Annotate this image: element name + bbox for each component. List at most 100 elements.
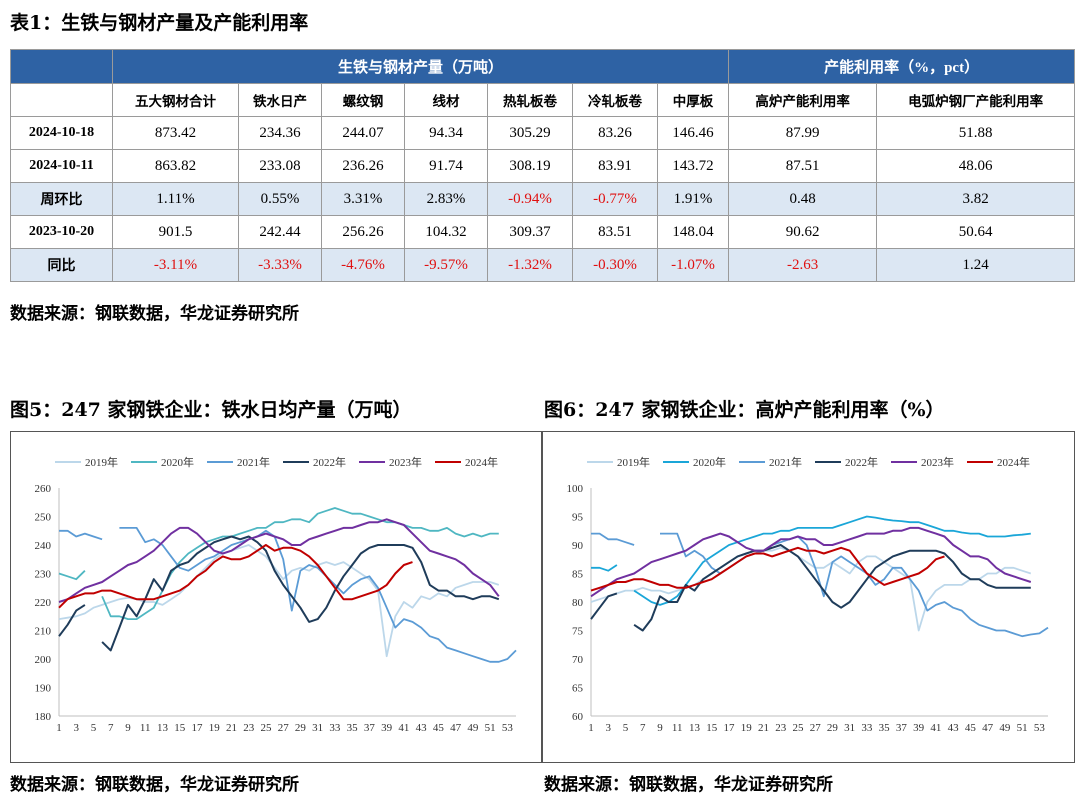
x-tick-label: 35 xyxy=(879,722,891,734)
x-tick-label: 1 xyxy=(588,722,594,734)
x-tick-label: 25 xyxy=(260,722,272,734)
series-line xyxy=(58,518,500,603)
table-cell: 242.44 xyxy=(238,215,322,249)
x-tick-label: 33 xyxy=(329,722,341,734)
x-tick-label: 3 xyxy=(73,722,79,734)
table-cell: 863.82 xyxy=(112,149,239,183)
x-tick-label: 31 xyxy=(312,722,323,734)
table1-source: 数据来源：钢联数据，华龙证券研究所 xyxy=(10,304,299,324)
legend-label: 2020年 xyxy=(693,455,726,469)
x-tick-label: 31 xyxy=(844,722,855,734)
legend-label: 2021年 xyxy=(237,455,270,469)
y-tick-label: 240 xyxy=(35,540,52,552)
y-tick-label: 60 xyxy=(572,711,584,723)
x-tick-label: 49 xyxy=(467,722,479,734)
table-cell: 148.04 xyxy=(656,215,730,249)
table-cell: 2.83% xyxy=(404,182,488,216)
x-tick-label: 25 xyxy=(792,722,804,734)
series-line xyxy=(590,546,945,592)
table-cell: 1.11% xyxy=(112,182,239,216)
legend-label: 2022年 xyxy=(313,455,346,469)
column-header: 铁水日产 xyxy=(238,83,322,117)
x-tick-label: 5 xyxy=(91,722,97,734)
table-cell: -1.32% xyxy=(487,248,573,282)
row-label: 周环比 xyxy=(10,182,113,216)
table-cell: 87.51 xyxy=(728,149,878,183)
table-cell: 236.26 xyxy=(321,149,405,183)
row-label: 同比 xyxy=(10,248,113,282)
legend-label: 2021年 xyxy=(769,455,802,469)
y-tick-label: 100 xyxy=(567,483,584,495)
fig5-chart-frame: 180 190 200 210 220 230 240 250 260 1 3 5 7 9 11 13 15 17… xyxy=(10,431,542,763)
y-tick-label: 95 xyxy=(572,512,584,524)
series-line xyxy=(633,515,1031,606)
series-line xyxy=(58,570,86,581)
y-tick-label: 75 xyxy=(572,626,584,638)
legend-label: 2019年 xyxy=(617,455,650,469)
x-tick-label: 1 xyxy=(56,722,62,734)
y-tick-label: 85 xyxy=(572,569,584,581)
table-cell: -9.57% xyxy=(404,248,488,282)
y-tick-label: 70 xyxy=(572,654,584,666)
table1-title: 表1：生铁与钢材产量及产能利用率 xyxy=(10,12,309,34)
table-cell: -0.30% xyxy=(572,248,658,282)
series-line xyxy=(58,604,86,637)
x-tick-label: 45 xyxy=(965,722,977,734)
series-line xyxy=(58,544,413,609)
table-row: 2023-10-20 901.5 242.44 256.26 104.32 309.37 8… xyxy=(10,215,1076,249)
x-tick-label: 3 xyxy=(605,722,611,734)
table-cell: 90.62 xyxy=(728,215,878,249)
column-header: 五大钢材合计 xyxy=(112,83,239,117)
x-tick-label: 37 xyxy=(364,722,376,734)
x-tick-label: 53 xyxy=(1034,722,1046,734)
x-tick-label: 45 xyxy=(433,722,445,734)
y-tick-label: 65 xyxy=(572,683,584,695)
column-header: 冷轧板卷 xyxy=(572,83,658,117)
fig5-title: 图5：247 家钢铁企业：铁水日均产量（万吨） xyxy=(10,399,412,421)
x-tick-label: 51 xyxy=(1017,722,1028,734)
table-cell: 256.26 xyxy=(321,215,405,249)
series-line xyxy=(101,535,500,652)
table-cell: 901.5 xyxy=(112,215,239,249)
fig6-title: 图6：247 家钢铁企业：高炉产能利用率（%） xyxy=(544,399,945,421)
x-tick-label: 41 xyxy=(930,722,941,734)
table-cell: 3.82 xyxy=(876,182,1076,216)
legend-label: 2024年 xyxy=(997,455,1030,469)
table-cell: 308.19 xyxy=(487,149,573,183)
x-tick-label: 9 xyxy=(657,722,663,734)
x-tick-label: 37 xyxy=(896,722,908,734)
table-cell: 87.99 xyxy=(728,116,878,150)
x-tick-label: 47 xyxy=(982,722,994,734)
x-tick-label: 35 xyxy=(347,722,359,734)
table-row: 同比 -3.11% -3.33% -4.76% -9.57% -1.32% -0.30% -1… xyxy=(10,248,1076,282)
y-tick-label: 210 xyxy=(35,626,52,638)
x-tick-label: 17 xyxy=(191,722,203,734)
column-header: 高炉产能利用率 xyxy=(728,83,878,117)
legend-label: 2024年 xyxy=(465,455,498,469)
table-cell: 143.72 xyxy=(656,149,730,183)
table-corner-cell xyxy=(10,49,113,84)
y-tick-label: 80 xyxy=(572,597,584,609)
x-tick-label: 23 xyxy=(243,722,255,734)
x-tick-label: 7 xyxy=(108,722,114,734)
table-cell: 48.06 xyxy=(876,149,1076,183)
table-cell: -3.11% xyxy=(112,248,239,282)
table-cell: 1.24 xyxy=(876,248,1076,282)
x-tick-label: 39 xyxy=(381,722,393,734)
x-tick-label: 13 xyxy=(157,722,169,734)
table-cell: -2.63 xyxy=(728,248,878,282)
table-cell: 83.26 xyxy=(572,116,658,150)
x-tick-label: 5 xyxy=(623,722,629,734)
x-tick-label: 23 xyxy=(775,722,787,734)
fig6-source: 数据来源：钢联数据，华龙证券研究所 xyxy=(544,775,833,795)
x-tick-label: 19 xyxy=(741,722,753,734)
column-header: 螺纹钢 xyxy=(321,83,405,117)
x-tick-label: 33 xyxy=(861,722,873,734)
table-cell: 3.31% xyxy=(321,182,405,216)
series-line xyxy=(590,546,1032,632)
row-label: 2023-10-20 xyxy=(10,215,113,249)
column-header: 中厚板 xyxy=(656,83,730,117)
legend-label: 2022年 xyxy=(845,455,878,469)
table-cell: 91.74 xyxy=(404,149,488,183)
x-tick-label: 27 xyxy=(278,722,290,734)
